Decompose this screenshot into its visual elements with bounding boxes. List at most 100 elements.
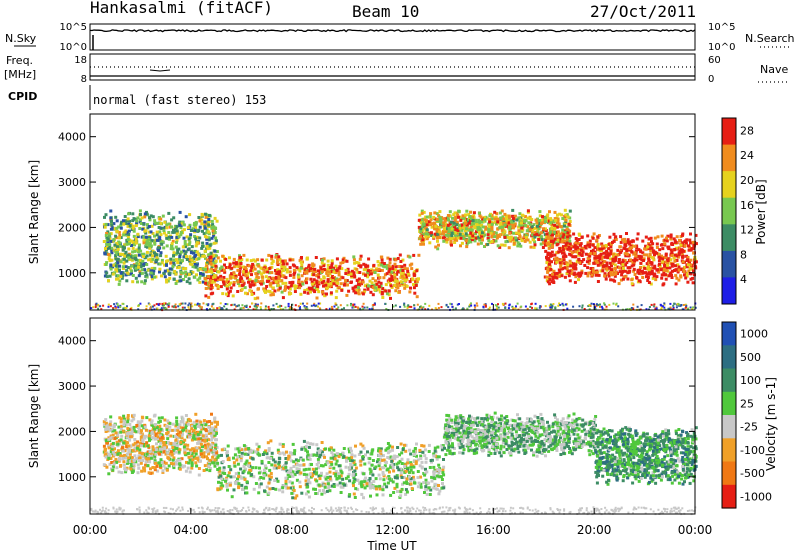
scatter-cell xyxy=(175,459,179,463)
scatter-cell xyxy=(283,259,287,263)
scatter-cell xyxy=(611,269,614,273)
scatter-cell xyxy=(619,235,623,239)
scatter-cell xyxy=(563,275,567,279)
scatter-cell xyxy=(507,246,511,250)
scatter-cell xyxy=(291,258,295,262)
scatter-cell xyxy=(263,289,266,293)
scatter-cell xyxy=(119,221,123,225)
scatter-cell xyxy=(236,280,240,284)
scatter-cell xyxy=(470,228,474,232)
scatter-cell xyxy=(138,227,142,230)
scatter-cell xyxy=(150,266,154,270)
y-tick-label: 2000 xyxy=(58,221,86,234)
scatter-cell xyxy=(172,261,176,265)
scatter-cell xyxy=(331,275,334,278)
scatter-cell xyxy=(210,438,213,442)
scatter-cell xyxy=(229,276,233,280)
scatter-cell xyxy=(677,246,681,250)
scatter-cell xyxy=(116,449,120,453)
scatter-cell xyxy=(208,243,212,247)
scatter-cell xyxy=(633,257,637,261)
scatter-cell xyxy=(610,268,613,272)
scatter-cell xyxy=(685,238,689,242)
scatter-cell xyxy=(566,235,570,239)
scatter-cell xyxy=(374,279,377,283)
scatter-cell xyxy=(223,270,227,274)
scatter-cell xyxy=(276,281,280,285)
scatter-cell xyxy=(406,269,410,273)
scatter-cell xyxy=(129,432,133,436)
scatter-cell xyxy=(282,274,286,278)
scatter-cell xyxy=(111,226,115,230)
scatter-cell xyxy=(228,263,232,267)
scatter-cell xyxy=(524,218,528,222)
scatter-cell xyxy=(216,422,219,426)
scatter-cell xyxy=(240,287,244,291)
scatter-cell xyxy=(113,436,117,440)
scatter-cell xyxy=(111,429,115,433)
scatter-cell xyxy=(357,261,361,265)
scatter-cell xyxy=(122,302,125,305)
scatter-cell xyxy=(577,232,581,236)
scatter-cell xyxy=(601,269,605,273)
scatter-cell xyxy=(116,302,119,305)
scatter-cell xyxy=(309,269,313,273)
scatter-cell xyxy=(199,459,202,463)
scatter-cell xyxy=(344,272,348,275)
scatter-cell xyxy=(613,274,617,278)
scatter-cell xyxy=(494,239,498,243)
scatter-cell xyxy=(189,448,192,452)
scatter-cell xyxy=(453,218,457,222)
scatter-cell xyxy=(115,259,119,263)
scatter-cell xyxy=(196,458,200,462)
scatter-cell xyxy=(465,233,469,237)
scatter-cell xyxy=(474,230,478,234)
scatter-cell xyxy=(454,231,458,235)
scatter-cell xyxy=(261,279,265,283)
scatter-cell xyxy=(494,215,498,219)
scatter-cell xyxy=(689,263,693,267)
scatter-cell xyxy=(167,235,171,239)
scatter-cell xyxy=(498,245,502,249)
scatter-cell xyxy=(634,249,638,253)
scatter-cell xyxy=(330,270,334,274)
scatter-cell xyxy=(170,244,174,248)
scatter-cell xyxy=(162,460,166,464)
scatter-cell xyxy=(317,280,321,284)
scatter-cell xyxy=(151,232,155,235)
scatter-cell xyxy=(501,225,504,229)
scatter-cell xyxy=(305,281,308,285)
scatter-cell xyxy=(108,274,112,278)
scatter-cell xyxy=(113,227,117,231)
scatter-cell xyxy=(167,456,171,460)
scatter-cell xyxy=(686,280,690,284)
scatter-cell xyxy=(133,249,137,253)
scatter-cell xyxy=(460,228,464,232)
scatter-cell xyxy=(371,304,374,307)
scatter-cell xyxy=(574,247,578,251)
scatter-cell xyxy=(239,307,242,310)
scatter-cell xyxy=(305,307,308,310)
scatter-cell xyxy=(143,256,147,260)
scatter-cell xyxy=(514,236,518,240)
scatter-cell xyxy=(373,288,377,292)
scatter-cell xyxy=(513,240,517,244)
scatter-cell xyxy=(566,269,570,273)
scatter-cell xyxy=(687,307,689,310)
scatter-cell xyxy=(173,434,177,438)
scatter-cell xyxy=(145,263,149,266)
scatter-cell xyxy=(104,430,108,433)
scatter-cell xyxy=(347,270,351,274)
scatter-cell xyxy=(624,274,628,278)
freq-left-tick-bottom: 8 xyxy=(81,74,87,85)
scatter-cell xyxy=(341,261,345,264)
scatter-cell xyxy=(179,226,183,230)
scatter-cell xyxy=(647,270,651,274)
scatter-cell xyxy=(645,275,648,279)
scatter-cell xyxy=(210,236,214,240)
scatter-cell xyxy=(659,268,663,272)
scatter-cell xyxy=(238,284,242,288)
scatter-cell xyxy=(563,229,567,233)
scatter-cell xyxy=(238,254,241,258)
scatter-cell xyxy=(240,258,244,262)
